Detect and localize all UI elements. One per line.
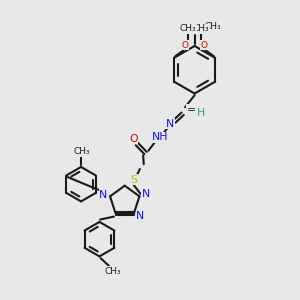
Text: N: N [142, 189, 150, 199]
Text: =: = [187, 105, 196, 115]
Text: O: O [192, 25, 199, 34]
Text: H: H [196, 108, 205, 118]
Text: CH₃: CH₃ [73, 147, 90, 156]
Text: O: O [182, 41, 189, 50]
Text: CH₃: CH₃ [193, 24, 209, 33]
Text: N: N [99, 190, 108, 200]
Text: N: N [166, 119, 174, 129]
Text: O: O [200, 41, 207, 50]
Text: CH₃: CH₃ [105, 267, 122, 276]
Text: NH: NH [152, 132, 169, 142]
Text: N: N [136, 211, 145, 221]
Text: CH₃: CH₃ [204, 22, 221, 31]
Text: O: O [129, 134, 138, 144]
Text: S: S [130, 175, 137, 185]
Text: CH₃: CH₃ [180, 24, 196, 33]
